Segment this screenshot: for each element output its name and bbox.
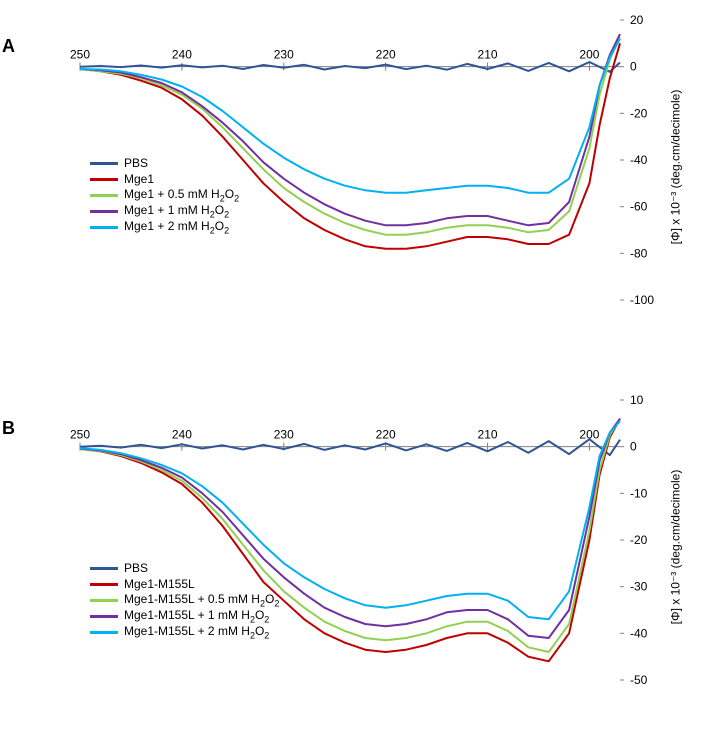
legend-label: Mge1-M155L + 2 mM H2O2 — [124, 624, 269, 640]
svg-text:230: 230 — [274, 48, 294, 62]
svg-text:200: 200 — [579, 48, 599, 62]
svg-text:10: 10 — [630, 393, 644, 407]
legend-item: Mge1-M155L + 0.5 mM H2O2 — [90, 592, 279, 608]
svg-text:240: 240 — [172, 428, 192, 442]
svg-text:-20: -20 — [630, 106, 648, 120]
svg-text:-50: -50 — [630, 673, 648, 687]
svg-text:220: 220 — [376, 428, 396, 442]
legend-label: Mge1-M155L — [124, 577, 195, 591]
legend-item: Mge1-M155L + 2 mM H2O2 — [90, 624, 279, 640]
legend-swatch — [90, 162, 118, 165]
legend-swatch — [90, 583, 118, 586]
legend-swatch — [90, 194, 118, 197]
ylabel-a: [Φ] x 10⁻³ (deg.cm/decimole) — [668, 90, 682, 245]
legend-item: Mge1 + 2 mM H2O2 — [90, 219, 239, 235]
legend-b: PBSMge1-M155LMge1-M155L + 0.5 mM H2O2Mge… — [90, 560, 279, 640]
svg-text:-10: -10 — [630, 486, 648, 500]
legend-label: Mge1 — [124, 172, 154, 186]
legend-item: Mge1-M155L — [90, 576, 279, 592]
legend-swatch — [90, 226, 118, 229]
svg-text:0: 0 — [630, 440, 637, 454]
series-line — [80, 439, 620, 455]
panel-letter-b: B — [2, 418, 15, 439]
ylabel-b: [Φ] x 10⁻³ (deg.cm/decimole) — [668, 470, 682, 625]
legend-item: PBS — [90, 155, 239, 171]
chart-b: 250240230220210200-50-40-30-20-10010 — [60, 380, 660, 700]
legend-swatch — [90, 631, 118, 634]
legend-swatch — [90, 599, 118, 602]
svg-text:0: 0 — [630, 60, 637, 74]
svg-text:-60: -60 — [630, 200, 648, 214]
panel-letter-a: A — [2, 36, 15, 57]
legend-swatch — [90, 567, 118, 570]
legend-label: PBS — [124, 561, 148, 575]
svg-text:-40: -40 — [630, 626, 648, 640]
legend-label: Mge1-M155L + 0.5 mM H2O2 — [124, 592, 279, 608]
svg-text:-20: -20 — [630, 533, 648, 547]
svg-text:-80: -80 — [630, 246, 648, 260]
svg-text:-30: -30 — [630, 580, 648, 594]
svg-text:-100: -100 — [630, 293, 654, 307]
legend-label: PBS — [124, 156, 148, 170]
legend-item: Mge1 + 1 mM H2O2 — [90, 203, 239, 219]
svg-text:210: 210 — [478, 48, 498, 62]
svg-text:20: 20 — [630, 13, 644, 27]
legend-swatch — [90, 210, 118, 213]
legend-label: Mge1 + 2 mM H2O2 — [124, 219, 229, 235]
svg-text:220: 220 — [376, 48, 396, 62]
svg-text:-40: -40 — [630, 153, 648, 167]
legend-a: PBS Mge1Mge1 + 0.5 mM H2O2Mge1 + 1 mM H2O… — [90, 155, 239, 235]
legend-label: Mge1 + 0.5 mM H2O2 — [124, 187, 239, 203]
svg-text:210: 210 — [478, 428, 498, 442]
legend-item: Mge1 + 0.5 mM H2O2 — [90, 187, 239, 203]
legend-label: Mge1-M155L + 1 mM H2O2 — [124, 608, 269, 624]
legend-item: Mge1 — [90, 171, 239, 187]
series-line — [80, 62, 620, 72]
svg-text:240: 240 — [172, 48, 192, 62]
legend-swatch — [90, 615, 118, 618]
legend-label: Mge1 + 1 mM H2O2 — [124, 203, 229, 219]
legend-item: PBS — [90, 560, 279, 576]
legend-swatch — [90, 178, 118, 181]
svg-text:250: 250 — [70, 428, 90, 442]
svg-text:230: 230 — [274, 428, 294, 442]
svg-text:250: 250 — [70, 48, 90, 62]
legend-item: Mge1-M155L + 1 mM H2O2 — [90, 608, 279, 624]
